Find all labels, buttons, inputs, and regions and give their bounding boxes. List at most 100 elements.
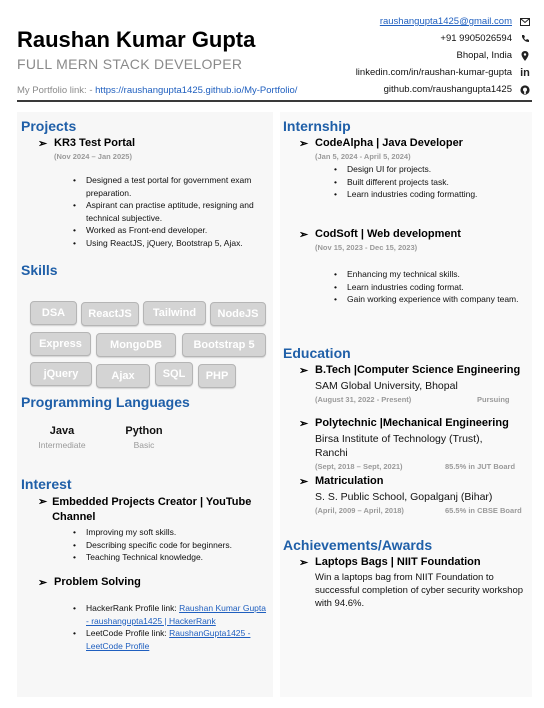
achievement-name: Laptops Bags | NIIT Foundation (315, 556, 481, 568)
education-heading: Education (283, 345, 351, 361)
list-item: Built different projects task. (332, 176, 532, 189)
arrow-bullet-icon: ➢ (299, 557, 309, 569)
education-date: (April, 2009 – April, 2018) (315, 506, 404, 515)
projects-heading: Projects (21, 118, 77, 134)
skill-chip: Bootstrap 5 (182, 333, 266, 357)
arrow-bullet-icon: ➢ (38, 577, 48, 589)
internship-date: (Jan 5, 2024 - April 5, 2024) (315, 152, 411, 161)
internship-name: CodeAlpha | Java Developer (315, 137, 463, 149)
achievements-heading: Achievements/Awards (283, 537, 433, 553)
language-item: Java Intermediate (27, 425, 97, 450)
contact-block: raushangupta1425@gmail.com +91 990502659… (272, 13, 532, 98)
education-result: 85.5% in JUT Board (445, 462, 516, 471)
skill-chip: ReactJS (81, 302, 139, 326)
leetcode-link[interactable]: RaushanGupta1425 - LeetCode Profile (86, 628, 251, 651)
interest-title: ➢ Problem Solving (38, 576, 141, 589)
list-item: Learn industries coding format. (332, 281, 527, 294)
internship-title: ➢ CodSoft | Web development (299, 228, 461, 241)
github-icon (518, 84, 532, 95)
education-result: 65.5% in CBSE Board (445, 506, 522, 515)
language-item: Python Basic (109, 425, 179, 450)
education-degree: ➢ Matriculation (299, 475, 383, 488)
github-text[interactable]: github.com/raushangupta1425 (383, 84, 512, 95)
school-name: SAM Global University, Bhopal (315, 380, 458, 392)
language-level: Basic (133, 440, 155, 450)
list-item: Improving my soft skills. (71, 526, 271, 539)
hackerrank-label: HackerRank Profile link: (86, 603, 180, 613)
list-item: Worked as Front-end developer. (71, 224, 271, 237)
portfolio-line: My Portfolio link: - https://raushangupt… (17, 85, 297, 96)
skill-chip: MongoDB (96, 333, 176, 357)
school-name: S. S. Public School, Gopalganj (Bihar) (315, 491, 493, 503)
internship-heading: Internship (283, 118, 351, 134)
hackerrank-link[interactable]: Raushan Kumar Gupta - raushangupta1425 |… (86, 603, 267, 626)
language-name: Java (49, 425, 75, 437)
skills-heading: Skills (21, 262, 58, 278)
portfolio-label: My Portfolio link: - (17, 85, 96, 96)
contact-location-row: Bhopal, India (272, 47, 532, 64)
education-result: Pursuing (477, 395, 510, 404)
contact-email-row: raushangupta1425@gmail.com (272, 13, 532, 30)
education-date: (Sept, 2018 – Sept, 2021) (315, 462, 403, 471)
linkedin-text[interactable]: linkedin.com/in/raushan-kumar-gupta (355, 67, 512, 78)
skill-chip: jQuery (30, 362, 92, 386)
list-item: Aspirant can practise aptitude, resignin… (71, 199, 271, 224)
list-item: Design UI for projects. (332, 163, 532, 176)
list-item: Learn industries coding formatting. (332, 188, 532, 201)
project-date: (Nov 2024 – Jan 2025) (54, 152, 132, 161)
degree-name: Polytechnic |Mechanical Engineering (315, 417, 509, 429)
portfolio-link[interactable]: https://raushangupta1425.github.io/My-Po… (95, 85, 298, 96)
list-item: Designed a test portal for government ex… (71, 174, 271, 199)
leetcode-label: LeetCode Profile link: (86, 628, 170, 638)
skill-chip: SQL (155, 362, 193, 386)
arrow-bullet-icon: ➢ (299, 476, 309, 488)
list-item: Gain working experience with company tea… (332, 293, 527, 306)
education-degree: ➢ B.Tech |Computer Science Engineering (299, 364, 520, 377)
linkedin-icon: in (520, 66, 530, 79)
interest-bullets: Improving my soft skills. Describing spe… (71, 526, 271, 564)
achievement-title: ➢ Laptops Bags | NIIT Foundation (299, 556, 481, 569)
interest-title: ➢ Embedded Projects Creator | YouTube Ch… (38, 495, 268, 525)
education-degree: ➢ Polytechnic |Mechanical Engineering (299, 417, 509, 430)
programming-languages-heading: Programming Languages (21, 394, 190, 410)
profile-links: HackerRank Profile link: Raushan Kumar G… (71, 602, 271, 652)
internship-bullets: Design UI for projects. Built different … (332, 163, 532, 201)
skill-chip: DSA (30, 301, 77, 325)
list-item: Describing specific code for beginners. (71, 539, 271, 552)
arrow-bullet-icon: ➢ (299, 229, 309, 241)
language-level: Intermediate (38, 440, 86, 450)
location-text: Bhopal, India (456, 50, 512, 61)
email-link[interactable]: raushangupta1425@gmail.com (379, 16, 512, 27)
phone-icon (518, 34, 532, 43)
mail-icon (518, 17, 532, 26)
list-item: Enhancing my technical skills. (332, 268, 527, 281)
job-title: FULL MERN STACK DEVELOPER (17, 56, 243, 72)
candidate-name: Raushan Kumar Gupta (17, 27, 256, 52)
internship-date: (Nov 15, 2023 - Dec 15, 2023) (315, 243, 418, 252)
phone-number: +91 9905026594 (440, 33, 512, 44)
education-date: (August 31, 2022 - Present) (315, 395, 412, 404)
interest-name: Embedded Projects Creator | YouTube Chan… (52, 496, 252, 523)
degree-name: B.Tech |Computer Science Engineering (315, 364, 521, 376)
project-title: ➢ KR3 Test Portal (38, 137, 135, 150)
skill-chip: Ajax (96, 364, 150, 388)
achievement-description: Win a laptops bag from NIIT Foundation t… (315, 572, 524, 609)
school-name: Birsa Institute of Technology (Trust), R… (315, 433, 483, 459)
list-item: HackerRank Profile link: Raushan Kumar G… (71, 602, 271, 627)
header-divider (17, 100, 532, 102)
location-pin-icon (518, 50, 532, 61)
project-bullets: Designed a test portal for government ex… (71, 174, 271, 249)
arrow-bullet-icon: ➢ (299, 418, 309, 430)
arrow-bullet-icon: ➢ (38, 496, 48, 508)
degree-name: Matriculation (315, 475, 384, 487)
internship-title: ➢ CodeAlpha | Java Developer (299, 137, 463, 150)
arrow-bullet-icon: ➢ (299, 138, 309, 150)
list-item: LeetCode Profile link: RaushanGupta1425 … (71, 627, 271, 652)
project-name: KR3 Test Portal (54, 137, 136, 149)
language-name: Python (125, 425, 163, 437)
contact-linkedin-row: linkedin.com/in/raushan-kumar-gupta in (272, 64, 532, 81)
skill-chip: Tailwind (143, 301, 206, 325)
arrow-bullet-icon: ➢ (299, 365, 309, 377)
internship-name: CodSoft | Web development (315, 228, 461, 240)
contact-phone-row: +91 9905026594 (272, 30, 532, 47)
